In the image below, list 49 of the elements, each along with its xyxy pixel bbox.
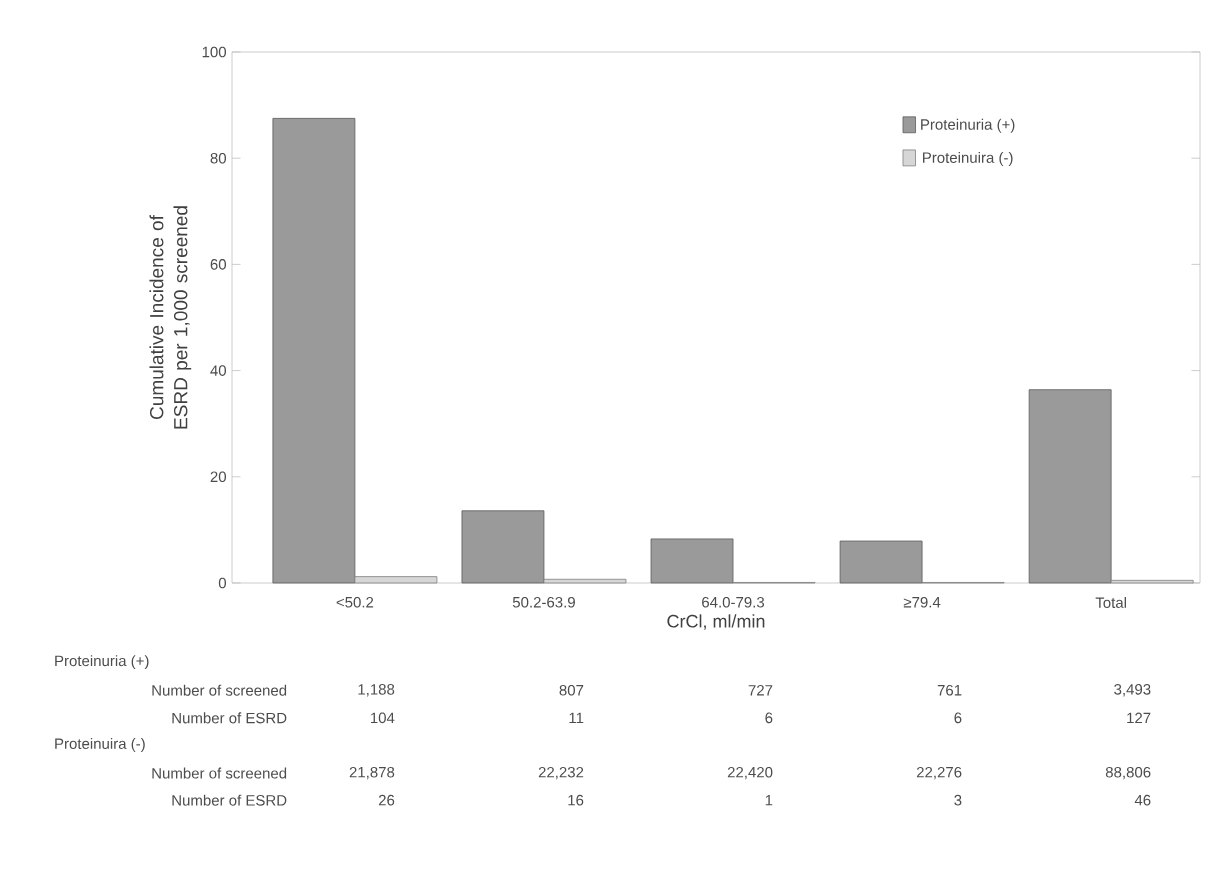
legend-label: Proteinuria (+) bbox=[921, 118, 1015, 133]
text: 21,878 bbox=[349, 766, 395, 780]
text: 1 bbox=[765, 795, 773, 806]
text: 6 bbox=[765, 712, 773, 724]
text: 22,232 bbox=[538, 766, 584, 780]
text: 727 bbox=[748, 685, 773, 696]
text: 22,420 bbox=[727, 766, 773, 780]
text: 16 bbox=[568, 794, 584, 806]
y-tick-label: 60 bbox=[210, 259, 227, 270]
text: 104 bbox=[370, 712, 395, 724]
x-tick-label: <50.2 bbox=[336, 596, 374, 608]
bar bbox=[354, 576, 438, 584]
bar bbox=[461, 510, 545, 584]
text: 26 bbox=[378, 794, 395, 806]
text: Number of screened bbox=[152, 767, 287, 779]
text: Number of screened bbox=[152, 684, 287, 696]
y-tick-label: 80 bbox=[210, 152, 227, 164]
x-tick-label: 50.2-63.9 bbox=[512, 596, 575, 608]
bar bbox=[1028, 389, 1112, 584]
y-tick-label: 40 bbox=[210, 365, 227, 376]
text: 88,806 bbox=[1105, 766, 1151, 780]
text: Proteinuria (+) bbox=[55, 655, 149, 670]
x-tick-label: Total bbox=[1095, 596, 1126, 608]
text: 3,493 bbox=[1114, 684, 1151, 697]
text: 761 bbox=[937, 684, 962, 696]
y-axis-title: Cumulative Incidence of ESRD per 1,000 screened bbox=[149, 206, 192, 429]
text: Number of ESRD bbox=[172, 712, 287, 724]
legend-label: Proteinuira (-) bbox=[923, 151, 1013, 166]
text: 3 bbox=[954, 794, 962, 806]
bar bbox=[839, 540, 923, 584]
bar bbox=[543, 578, 627, 584]
y-tick-label: 0 bbox=[218, 577, 227, 589]
text: 127 bbox=[1127, 712, 1151, 724]
text: 807 bbox=[559, 684, 584, 696]
text: Number of ESRD bbox=[172, 794, 287, 806]
x-tick-label: 64.0-79.3 bbox=[702, 596, 765, 608]
text: 1,188 bbox=[358, 684, 395, 697]
bar bbox=[650, 538, 734, 584]
text: 6 bbox=[954, 712, 962, 724]
y-tick-label: 20 bbox=[210, 471, 227, 483]
text: Proteinuira (-) bbox=[55, 737, 145, 752]
text: 46 bbox=[1134, 794, 1151, 806]
bar bbox=[272, 117, 356, 584]
text: 11 bbox=[569, 712, 584, 724]
x-tick-label: ≥79.4 bbox=[903, 596, 941, 608]
text: 22,276 bbox=[916, 766, 962, 780]
x-axis-title: CrCl, ml/min bbox=[667, 614, 765, 630]
y-tick-label: 100 bbox=[202, 46, 227, 58]
bar bbox=[1110, 579, 1194, 584]
